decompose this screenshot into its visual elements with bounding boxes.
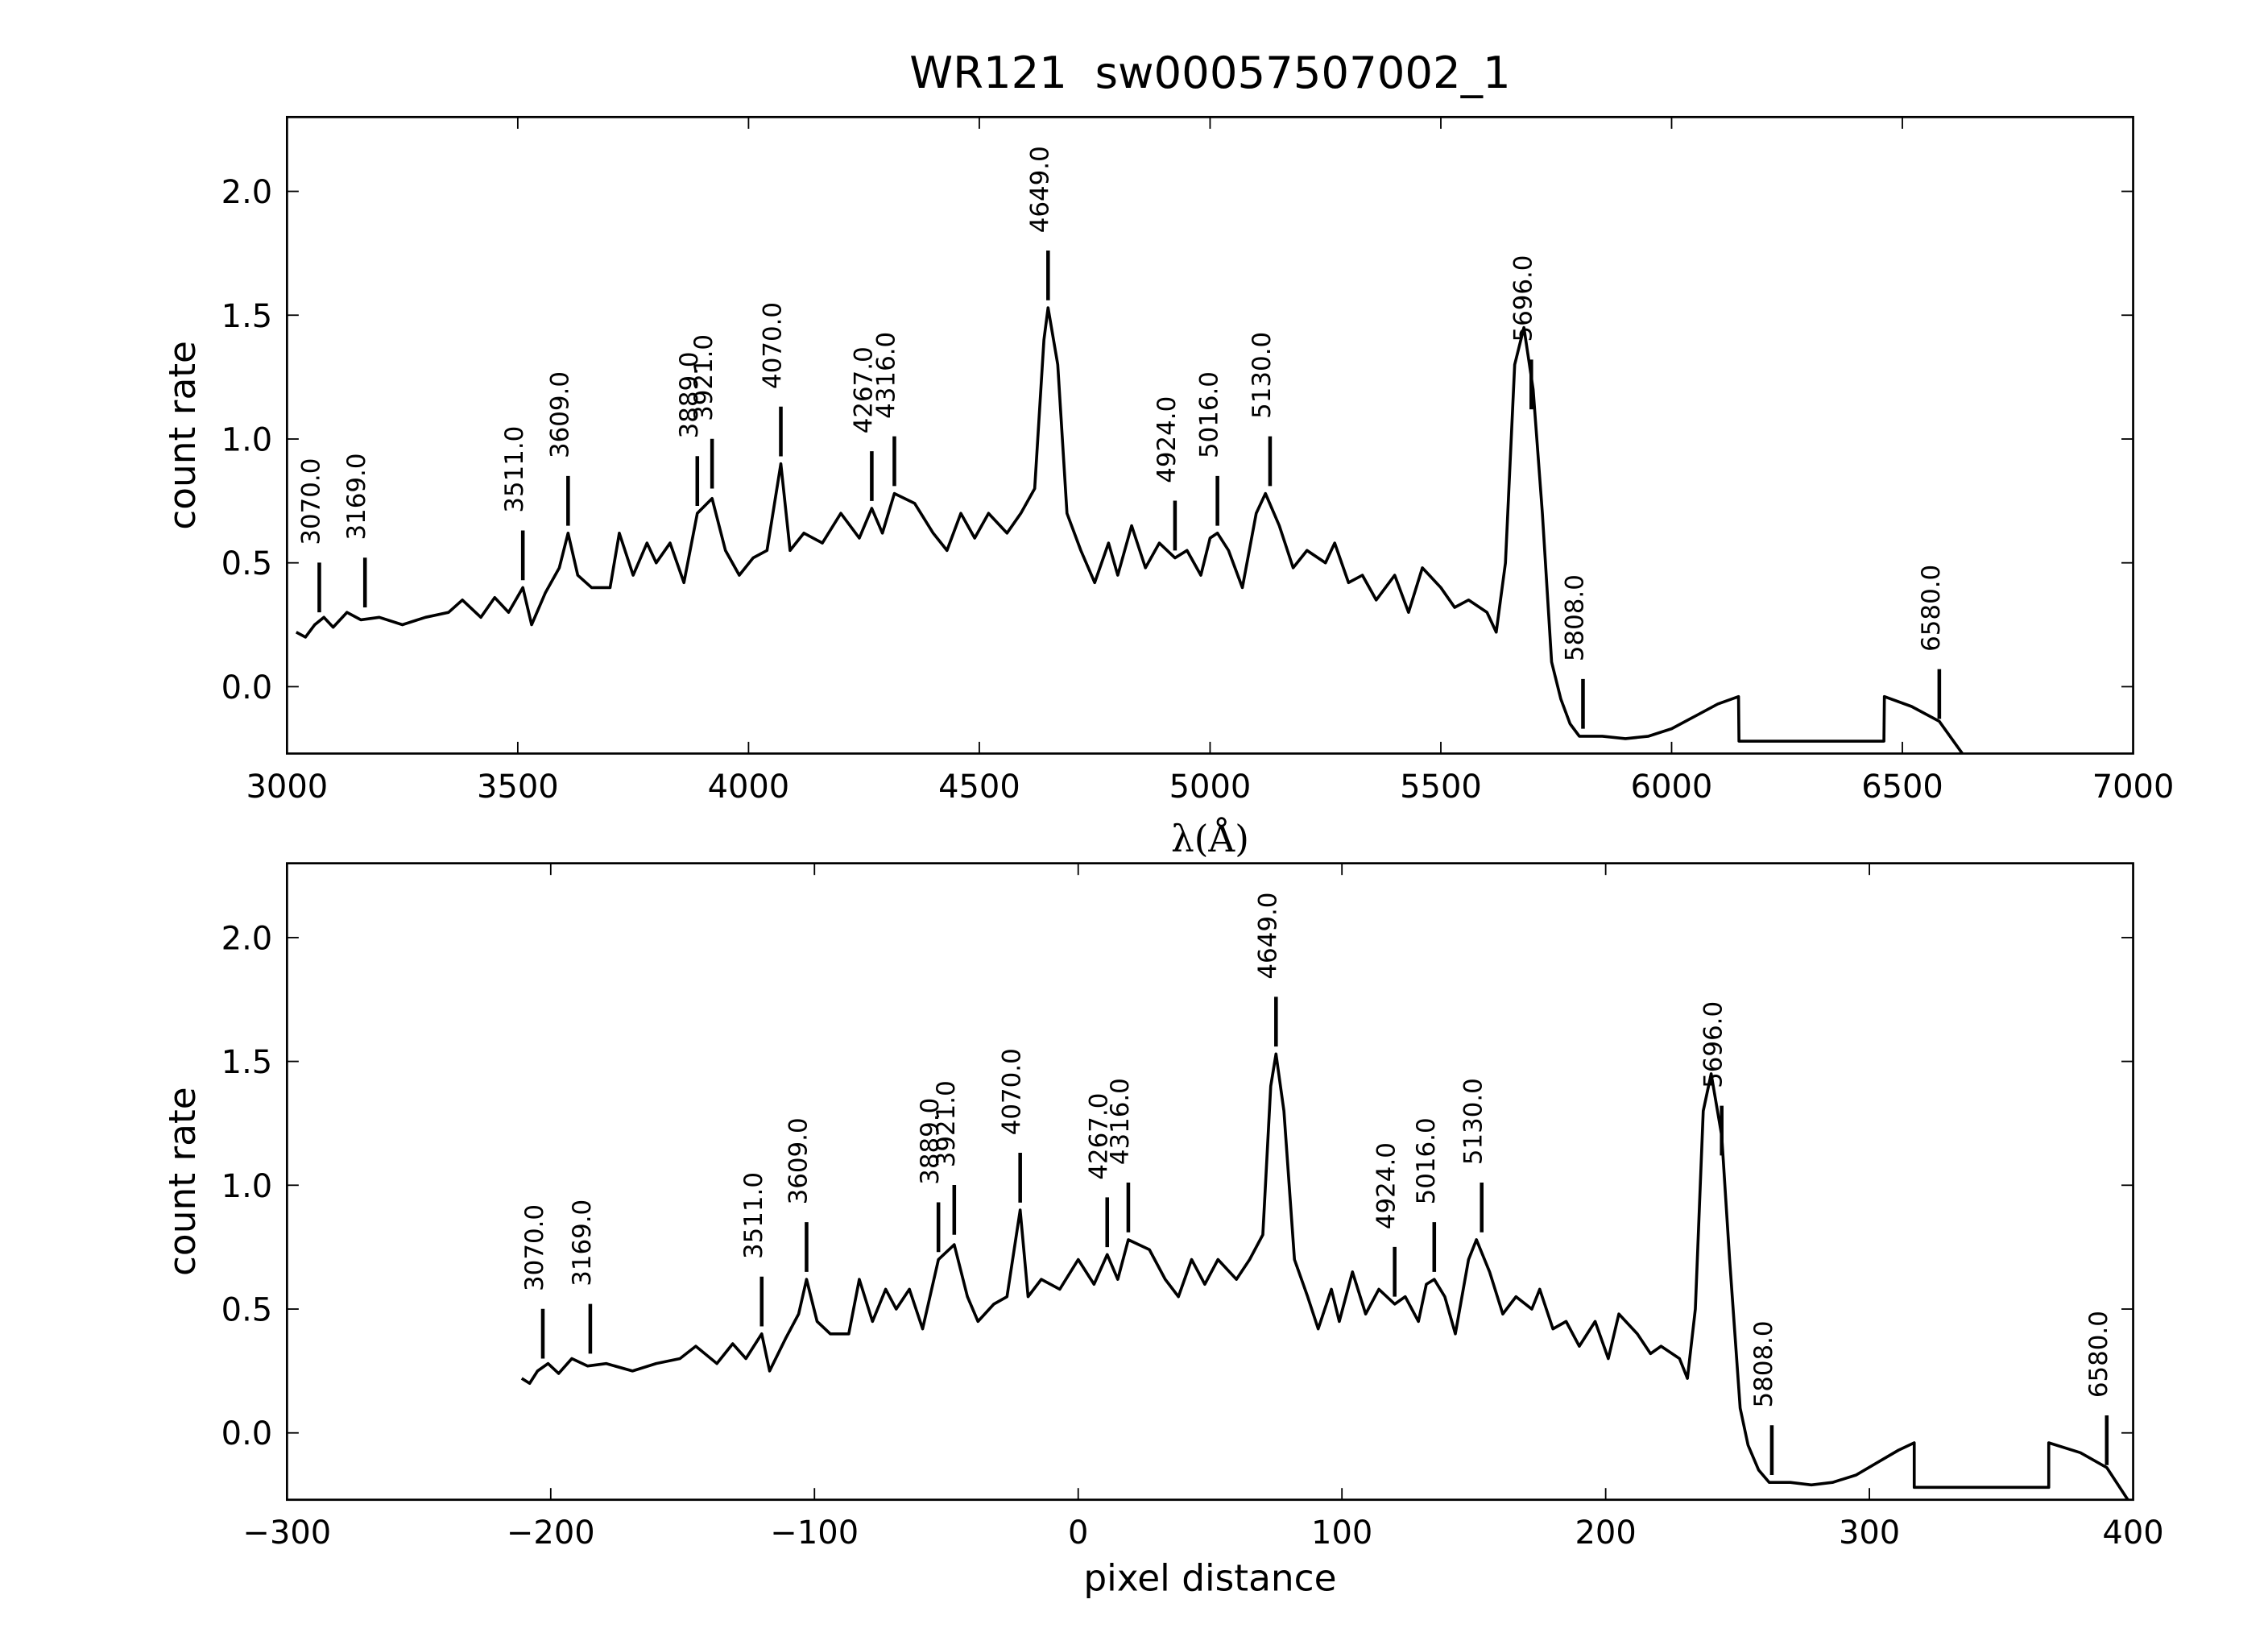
y-axis-label: count rate [161,341,204,530]
y-tick-label: 1.0 [221,1168,273,1205]
x-tick-label: 6000 [1631,769,1713,806]
line-label: 5130.0 [1459,1078,1488,1165]
line-label: 6580.0 [2084,1311,2113,1398]
x-tick-label: 200 [1575,1514,1637,1552]
line-label: 4316.0 [871,332,900,419]
x-tick-label: 4000 [708,769,790,806]
line-label: 3070.0 [296,458,325,545]
line-label: 4649.0 [1025,146,1054,233]
x-tick-label: −300 [242,1514,331,1552]
x-tick-label: 4500 [938,769,1020,806]
line-label: 3609.0 [784,1117,813,1204]
x-tick-label: 400 [2102,1514,2163,1552]
line-label: 5016.0 [1412,1117,1441,1204]
y-tick-label: 0.5 [221,545,273,582]
line-label: 3070.0 [520,1204,549,1291]
line-label: 4924.0 [1372,1142,1401,1229]
line-label: 4267.0 [1085,1093,1114,1180]
y-tick-label: 2.0 [221,174,273,211]
line-label: 3889.0 [675,351,704,438]
line-label: 3511.0 [739,1172,768,1259]
y-tick-label: 1.5 [221,1044,273,1081]
line-label: 4649.0 [1253,893,1282,980]
x-axis-label: pixel distance [1083,1556,1336,1599]
chart-title: WR121 sw00057507002_1 [909,47,1510,98]
line-label: 3169.0 [568,1199,597,1286]
x-tick-label: −200 [507,1514,595,1552]
y-tick-label: 1.0 [221,421,273,458]
axes-frame [285,115,2134,755]
y-tick-label: 1.5 [221,298,273,335]
line-label: 4316.0 [1106,1078,1135,1165]
x-tick-label: 3000 [246,769,329,806]
x-tick-label: 5500 [1400,769,1482,806]
line-label: 4924.0 [1153,396,1182,483]
line-label: 4070.0 [759,302,788,389]
line-label: 5130.0 [1248,332,1277,419]
y-tick-label: 0.0 [221,669,273,706]
line-label: 4267.0 [849,346,878,433]
x-tick-label: 3500 [477,769,559,806]
y-tick-label: 0.0 [221,1415,273,1452]
line-label: 4070.0 [998,1048,1027,1135]
x-tick-label: 5000 [1169,769,1252,806]
line-label: 3921.0 [689,334,718,421]
spectrum-line [520,1052,2129,1500]
x-tick-label: 7000 [2092,769,2175,806]
y-tick-label: 2.0 [221,920,273,957]
line-label: 3921.0 [932,1080,961,1167]
x-tick-label: −100 [770,1514,859,1552]
line-label: 5808.0 [1560,574,1589,661]
line-label: 5808.0 [1749,1320,1778,1407]
x-tick-label: 6500 [1861,769,1943,806]
x-tick-label: 100 [1311,1514,1372,1552]
line-label: 5696.0 [1509,255,1538,342]
axes-frame [285,862,2134,1502]
line-label: 5696.0 [1699,1001,1728,1088]
line-label: 6580.0 [1917,565,1946,652]
line-label: 3169.0 [342,453,371,540]
line-label: 3609.0 [545,371,574,458]
y-tick-label: 0.5 [221,1292,273,1329]
line-label: 5016.0 [1195,371,1224,458]
x-tick-label: 0 [1068,1514,1088,1552]
y-axis-label: count rate [161,1087,204,1276]
x-axis-label: λ(Å) [1171,818,1249,860]
x-tick-label: 300 [1839,1514,1900,1552]
line-label: 3889.0 [916,1098,945,1185]
line-label: 3511.0 [500,426,529,513]
